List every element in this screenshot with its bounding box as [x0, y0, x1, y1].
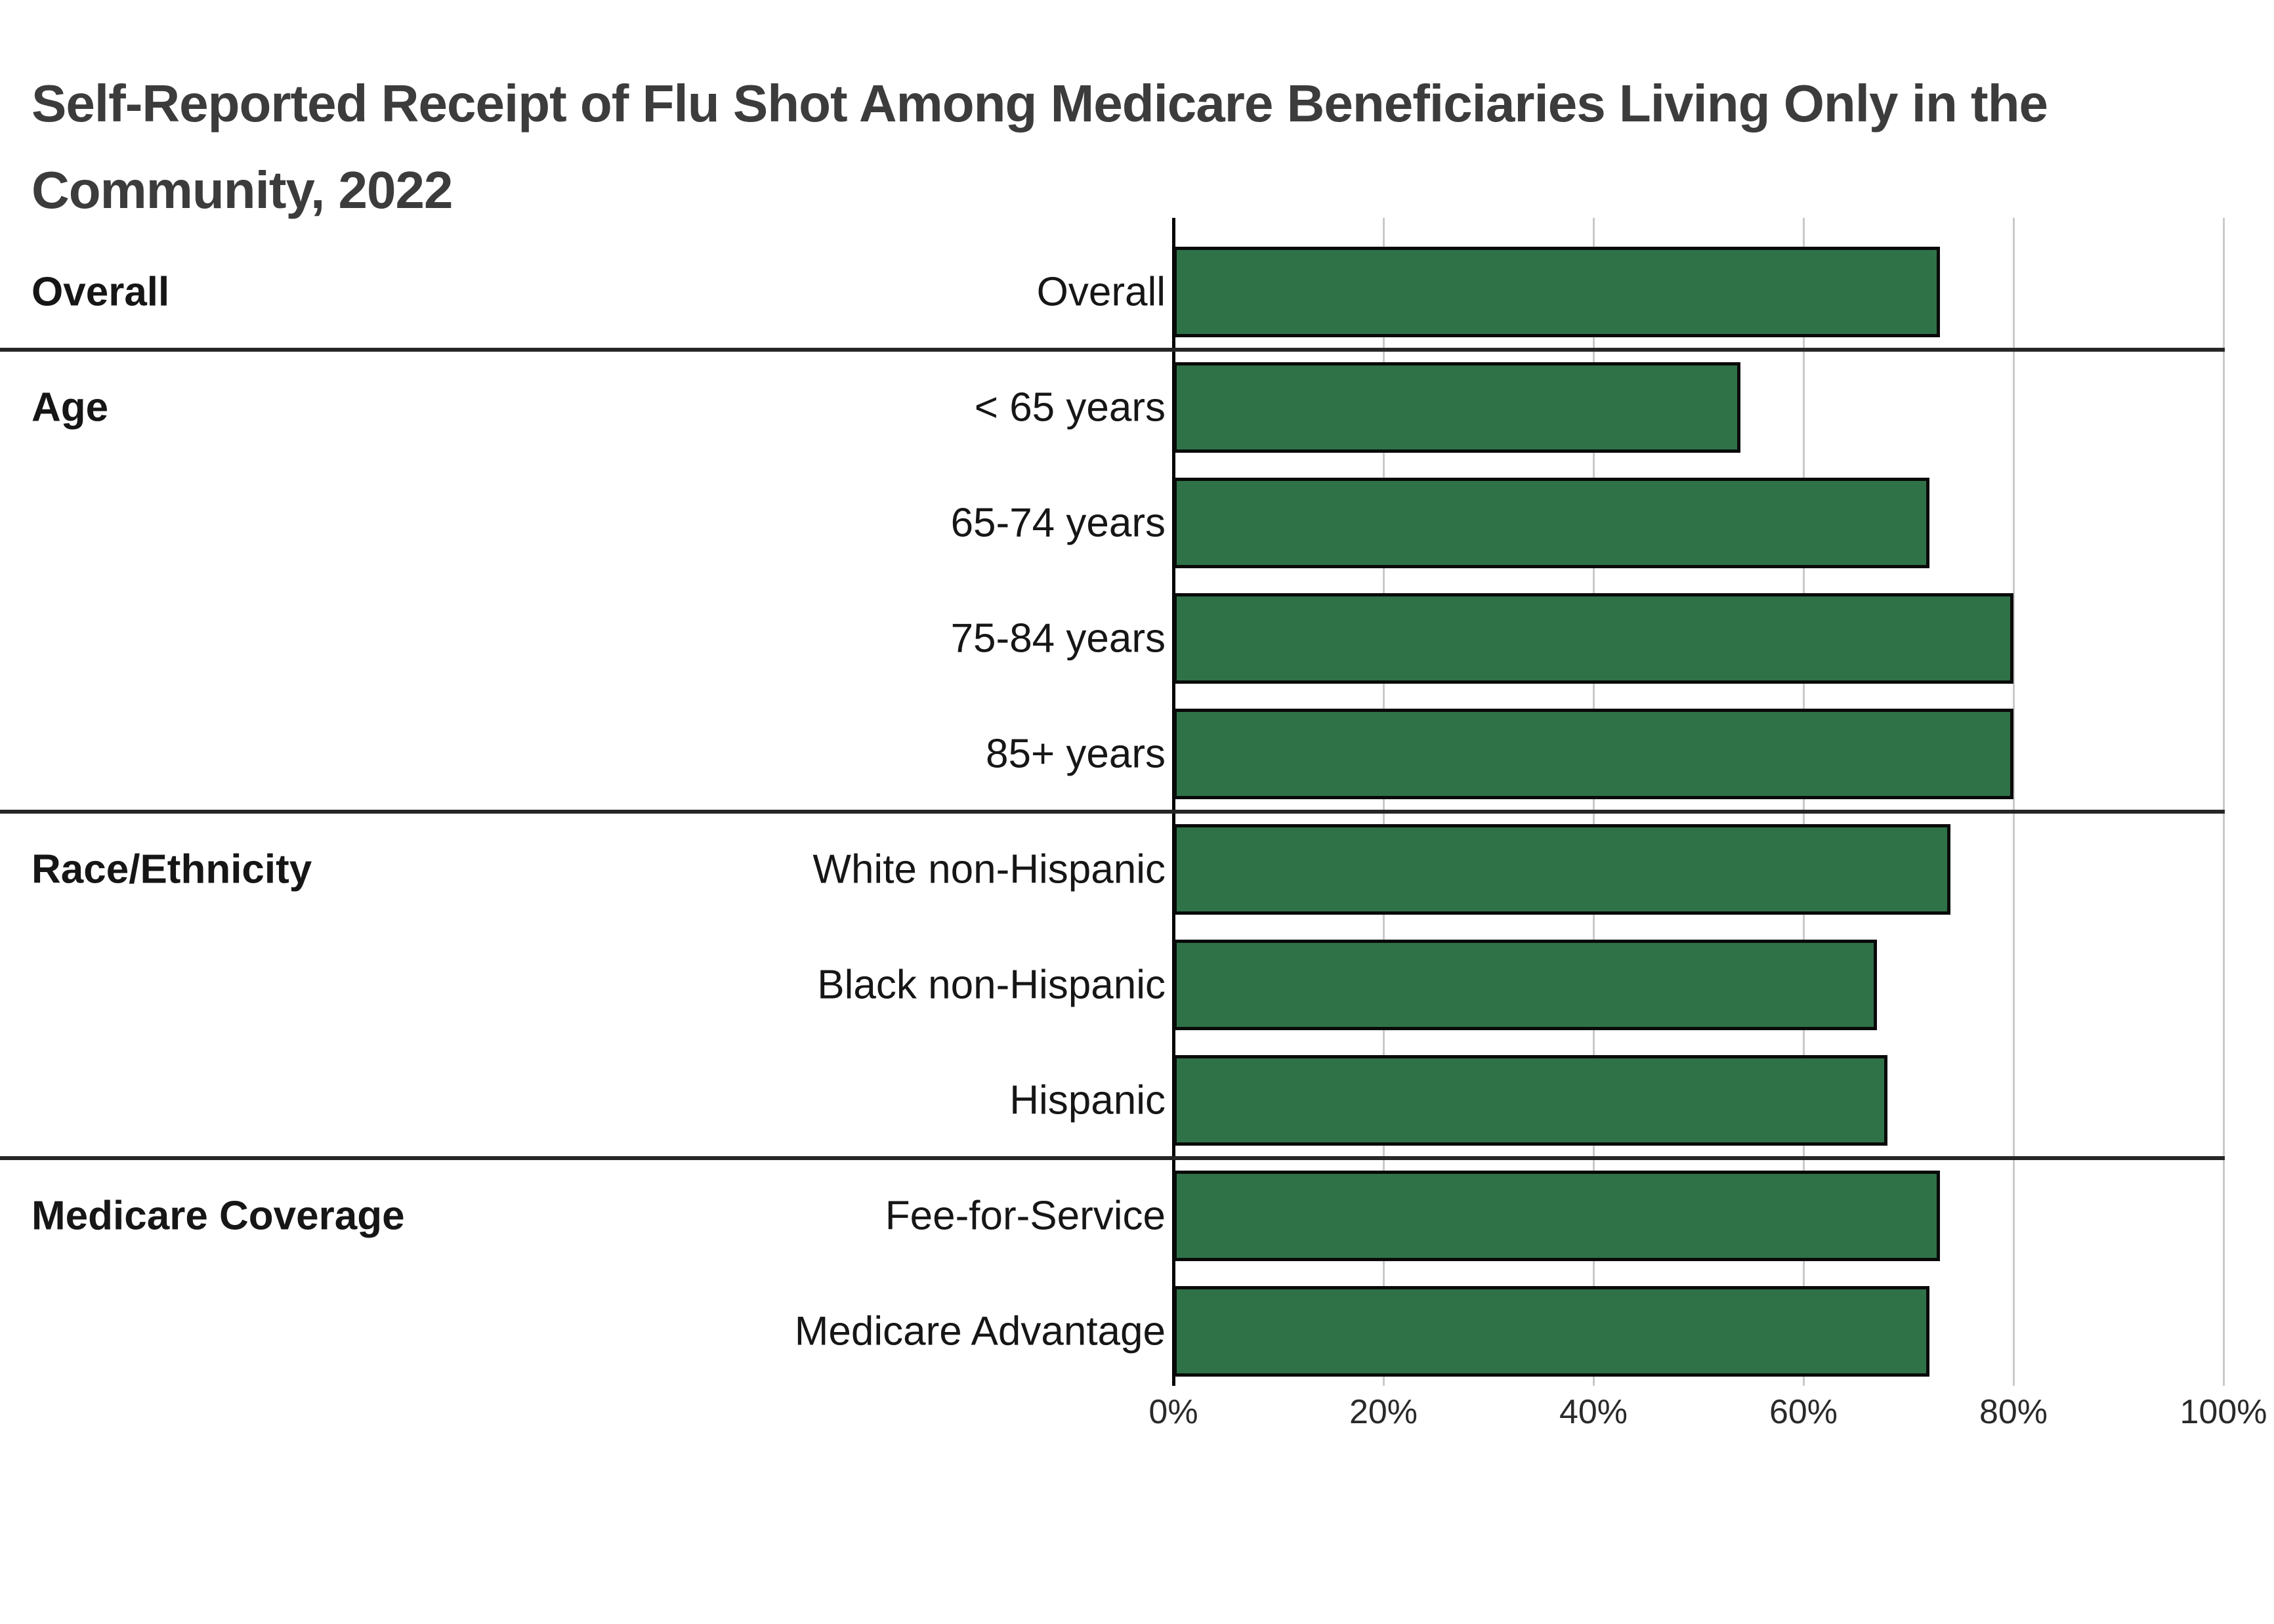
group-separator [0, 348, 2225, 352]
group-label-overall: Overall [32, 269, 170, 315]
row-label-65-years: < 65 years [974, 385, 1166, 430]
bar-medicare-advantage [1173, 1286, 1929, 1377]
chart-title: Self-Reported Receipt of Flu Shot Among … [32, 60, 2237, 234]
chart-title-line-2: Community, 2022 [32, 160, 453, 219]
group-label-age: Age [32, 385, 109, 430]
group-separator [0, 1156, 2225, 1160]
row-label-black-non-hispanic: Black non-Hispanic [817, 962, 1166, 1008]
chart-title-line-1: Self-Reported Receipt of Flu Shot Among … [32, 73, 2048, 133]
x-tick-label-100pct: 100% [2179, 1393, 2267, 1431]
bar-75-84-years [1173, 593, 2013, 684]
row-label-75-84-years: 75-84 years [950, 615, 1166, 661]
row-label-hispanic: Hispanic [1009, 1077, 1166, 1123]
row-label-85-years: 85+ years [985, 731, 1166, 777]
x-tick-label-0pct: 0% [1148, 1393, 1198, 1431]
row-label-overall: Overall [1036, 269, 1166, 315]
gridline-20pct [1383, 218, 1385, 1386]
gridline-40pct [1593, 218, 1595, 1386]
group-separator [0, 810, 2225, 814]
x-tick-label-40pct: 40% [1559, 1393, 1628, 1431]
gridline-60pct [1803, 218, 1805, 1386]
gridline-80pct [2013, 218, 2015, 1386]
bar-65-74-years [1173, 478, 1929, 568]
x-tick-label-20pct: 20% [1349, 1393, 1418, 1431]
bar-fee-for-service [1173, 1171, 1940, 1261]
group-label-medicare-coverage: Medicare Coverage [32, 1193, 405, 1239]
y-axis-line [1172, 218, 1175, 1386]
row-label-65-74-years: 65-74 years [950, 500, 1166, 546]
bar-black-non-hispanic [1173, 940, 1877, 1030]
gridline-100pct [2223, 218, 2225, 1386]
group-label-race-ethnicity: Race/Ethnicity [32, 846, 312, 892]
bar-85-years [1173, 709, 2013, 799]
row-label-medicare-advantage: Medicare Advantage [794, 1308, 1166, 1354]
row-label-fee-for-service: Fee-for-Service [885, 1193, 1166, 1239]
row-label-white-non-hispanic: White non-Hispanic [812, 846, 1166, 892]
bar-65-years [1173, 362, 1740, 453]
x-tick-label-80pct: 80% [1979, 1393, 2048, 1431]
x-tick-label-60pct: 60% [1769, 1393, 1838, 1431]
bar-white-non-hispanic [1173, 824, 1950, 915]
bar-hispanic [1173, 1055, 1887, 1146]
bar-overall [1173, 247, 1940, 337]
